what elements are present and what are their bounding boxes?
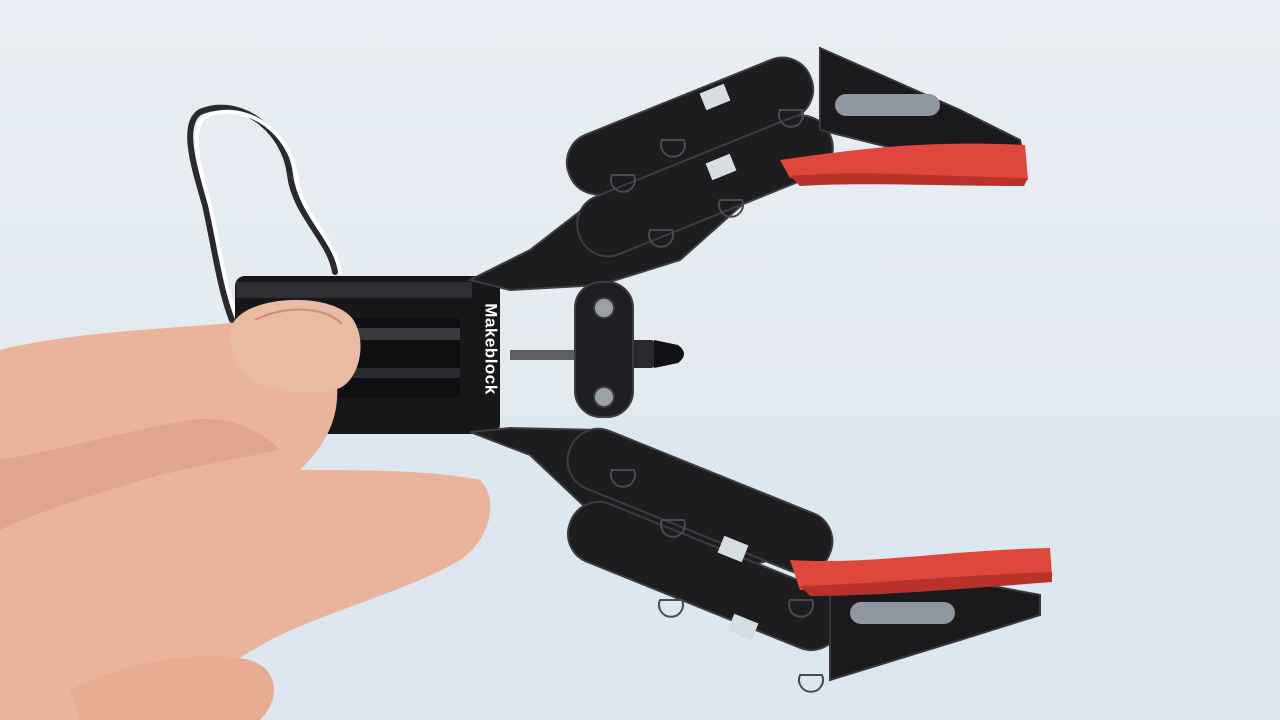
lower-arm xyxy=(469,426,844,652)
hand xyxy=(0,299,491,720)
lower-finger xyxy=(70,656,274,720)
upper-arm-slot-marks xyxy=(610,109,804,248)
upper-arm xyxy=(467,56,834,292)
lower-jaw xyxy=(790,548,1052,682)
thumb xyxy=(229,299,361,393)
lower-arm-slot-marks xyxy=(610,469,824,693)
upper-jaw xyxy=(780,46,1028,186)
servo-cable xyxy=(187,104,338,323)
center-bracket xyxy=(574,281,634,418)
